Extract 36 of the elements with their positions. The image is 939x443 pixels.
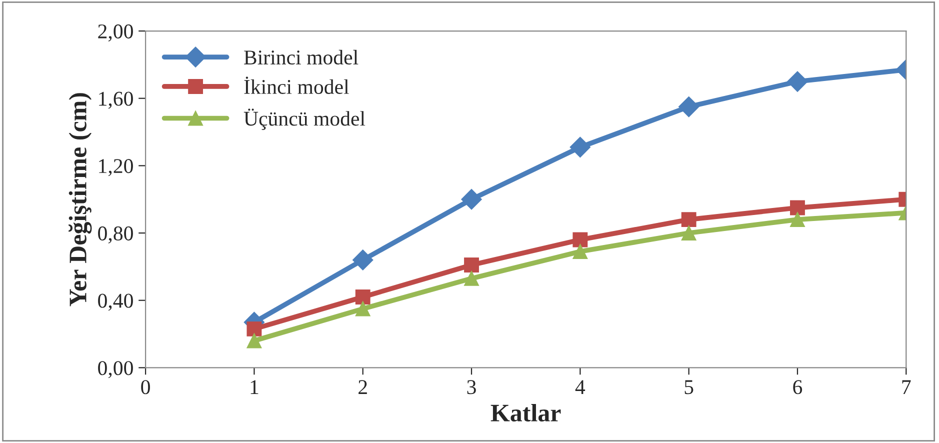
x-tick-label: 6 xyxy=(793,380,802,394)
y-tick-label: 1,60 xyxy=(99,92,133,109)
legend-label: Üçüncü model xyxy=(244,108,366,130)
y-axis-title: Yer Değiştirme (cm) xyxy=(68,93,92,306)
point xyxy=(572,244,588,259)
y-tick-label: 0,80 xyxy=(98,226,133,244)
x-tick-label: 4 xyxy=(575,380,586,394)
point xyxy=(352,250,374,270)
y-tick-label: 2,00 xyxy=(98,24,133,42)
legend-label: İkinci model xyxy=(244,76,349,94)
point xyxy=(790,212,805,228)
point xyxy=(790,200,805,216)
point xyxy=(681,226,696,240)
point xyxy=(246,322,262,336)
x-axis-title: Katlar xyxy=(490,404,561,422)
x-tick-label: 0 xyxy=(141,380,150,394)
point xyxy=(246,333,262,348)
point xyxy=(570,136,591,158)
x-tick-label: 1 xyxy=(250,380,258,394)
x-tick-label: 2 xyxy=(358,380,367,394)
x-tick-label: 3 xyxy=(467,380,476,394)
point xyxy=(787,71,808,92)
point xyxy=(461,189,482,210)
point xyxy=(572,232,588,248)
x-tick-label: 7 xyxy=(902,380,911,394)
x-tick-label: 5 xyxy=(684,380,694,394)
point xyxy=(355,301,370,316)
point xyxy=(355,290,370,304)
point xyxy=(681,212,696,228)
point xyxy=(464,271,479,286)
legend-label: Birinci model xyxy=(244,50,358,65)
y-tick-label: 1,20 xyxy=(99,159,133,176)
y-tick-label: 0,40 xyxy=(98,294,133,311)
point xyxy=(464,258,479,272)
point xyxy=(678,96,700,118)
y-tick-label: 0,00 xyxy=(98,361,133,378)
